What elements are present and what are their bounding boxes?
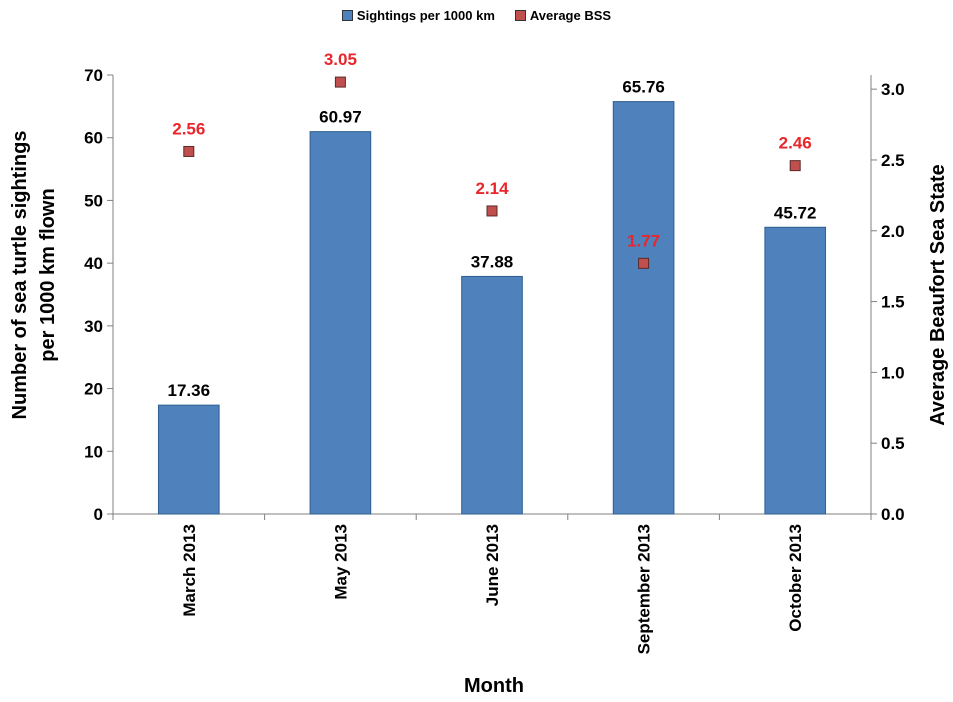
point-series: 2.56 3.05 2.14 1.77 2.46 (172, 50, 812, 269)
y2-axis-title: Average Beaufort Sea State (927, 164, 949, 426)
x-axis-title: Month (464, 675, 524, 697)
bar-data-label: 65.76 (622, 78, 665, 97)
x-tick-label: May 2013 (331, 524, 350, 600)
bss-data-label: 3.05 (324, 50, 357, 69)
legend-item-bss: Average BSS (514, 8, 612, 23)
bss-point (789, 160, 801, 172)
axes: 0 10 20 30 40 50 60 70 0.0 0.5 1.0 1.5 2.0 2.5 3.0 Marc… (84, 66, 905, 654)
y-tick-label: 30 (84, 317, 103, 336)
legend-swatch-bss (514, 10, 526, 21)
x-tick-label: September 2013 (635, 524, 654, 654)
y-tick-label: 0 (94, 505, 103, 524)
bss-point (486, 205, 498, 217)
bar-series: 17.36 60.97 37.88 65.76 45.72 (157, 78, 827, 515)
bss-data-label: 2.46 (779, 134, 812, 153)
bss-data-label: 2.56 (172, 119, 205, 138)
y2-tick-label: 1.0 (881, 363, 905, 382)
y-axis-title-line-2: per 1000 km flown (37, 188, 59, 361)
legend-label-bss: Average BSS (529, 8, 612, 23)
x-tick-label: October 2013 (786, 524, 805, 632)
bar (612, 101, 675, 515)
bss-point (334, 76, 346, 88)
bar-data-label: 45.72 (774, 203, 817, 222)
bar (461, 275, 523, 515)
bar (157, 404, 220, 515)
legend-swatch-sightings (341, 10, 353, 21)
axis-labels: Number of sea turtle sightings per 1000 … (9, 131, 949, 697)
y2-tick-label: 1.5 (881, 293, 905, 312)
y-tick-label: 10 (84, 442, 103, 461)
y-tick-label: 50 (84, 191, 103, 210)
y-axis-title-line-1: Number of sea turtle sightings (9, 131, 31, 420)
bar-data-label: 60.97 (319, 108, 362, 127)
y2-tick-label: 2.0 (881, 222, 905, 241)
bar-data-label: 17.36 (168, 381, 211, 400)
y-tick-label: 20 (84, 380, 103, 399)
bar-data-label: 37.88 (471, 252, 514, 271)
bar (764, 226, 827, 515)
y2-tick-label: 3.0 (881, 80, 905, 99)
legend: Sightings per 1000 km Average BSS (0, 8, 953, 23)
y2-tick-label: 0.0 (881, 505, 905, 524)
y2-tick-label: 0.5 (881, 434, 905, 453)
bss-data-label: 2.14 (475, 179, 509, 198)
x-tick-label: June 2013 (483, 524, 502, 606)
bss-data-label: 1.77 (627, 231, 660, 250)
bss-point (183, 145, 195, 157)
bss-point (638, 257, 650, 269)
x-tick-label: March 2013 (180, 524, 199, 617)
bar (309, 131, 372, 515)
y-tick-label: 60 (84, 129, 103, 148)
y-tick-label: 70 (84, 66, 103, 85)
legend-item-sightings: Sightings per 1000 km (341, 8, 495, 23)
y2-tick-label: 2.5 (881, 151, 905, 170)
legend-label-sightings: Sightings per 1000 km (356, 8, 495, 23)
y-tick-label: 40 (84, 254, 103, 273)
